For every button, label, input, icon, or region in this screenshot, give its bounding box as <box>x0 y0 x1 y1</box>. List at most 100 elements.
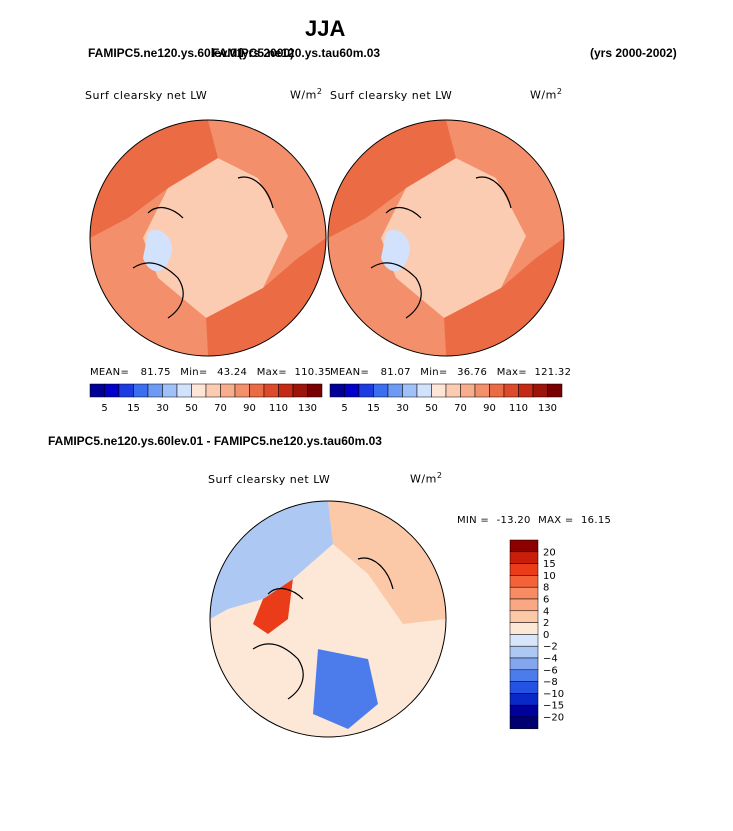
panel2-min-label: Min= <box>420 367 448 378</box>
colorbar-swatch <box>509 539 539 553</box>
season-title: JJA <box>305 16 346 41</box>
map-panel-2 <box>327 119 565 357</box>
colorbar-swatch <box>278 383 294 398</box>
region-canada <box>90 120 218 238</box>
colorbar-swatch <box>344 383 360 398</box>
map-border <box>327 119 565 357</box>
colorbar-tick-label: 0 <box>543 630 549 641</box>
diff-units: W/m2 <box>410 471 442 486</box>
colorbar-swatch <box>489 383 505 398</box>
colorbar-swatch <box>532 383 548 398</box>
colorbar-swatch <box>509 586 539 600</box>
panel2-units-base: W/m <box>530 88 557 102</box>
colorbar-tick-label: 90 <box>483 403 496 414</box>
region-north-pacific <box>446 120 564 238</box>
panel2-units: W/m2 <box>530 87 562 102</box>
colorbar-swatch <box>416 383 432 398</box>
panel2-max: 121.32 <box>534 367 572 378</box>
colorbar-swatch <box>205 383 221 398</box>
colorbar-tick-label: 50 <box>425 403 438 414</box>
colorbar-swatch <box>509 575 539 588</box>
panel2-min: 36.76 <box>457 367 488 378</box>
diff-stats: MIN = -13.20 MAX = 16.15 <box>457 515 611 526</box>
diff-units-base: W/m <box>410 472 437 486</box>
panel1-field-title: Surf clearsky net LW <box>85 89 208 102</box>
colorbar-tick-label: 50 <box>185 403 198 414</box>
colorbar-swatch <box>474 383 490 398</box>
colorbar-tick-label: 15 <box>367 403 380 414</box>
colorbar-swatch <box>89 383 105 398</box>
colorbar-swatch <box>387 383 403 398</box>
region-north-atlantic <box>210 501 333 619</box>
colorbar-tick-label: 2 <box>543 618 549 629</box>
colorbar-swatch <box>509 645 539 659</box>
diff-field-title: Surf clearsky net LW <box>208 473 331 486</box>
colorbar-tick-label: 15 <box>127 403 140 414</box>
region-greenland <box>143 229 172 272</box>
colorbar-swatch <box>509 563 539 576</box>
colorbar-swatch <box>191 383 207 398</box>
colorbar-tick-label: 15 <box>543 559 556 570</box>
right-years: (yrs 2000-2002) <box>590 46 677 60</box>
colorbar-panel-1: 5 15 30 50 70 90 110 130 <box>89 383 323 414</box>
colorbar-swatch <box>147 383 163 398</box>
region-canada <box>328 120 456 238</box>
map-panel-diff <box>209 500 447 738</box>
colorbar-tick-label: 110 <box>509 403 528 414</box>
colorbar-swatch <box>509 610 539 623</box>
region-north-atlantic <box>356 278 446 356</box>
panel2-units-exp: 2 <box>556 87 563 96</box>
colorbar-swatch <box>220 383 236 398</box>
colorbar-swatch <box>402 383 418 398</box>
region-siberia <box>328 501 446 624</box>
panel2-max-label: Max= <box>496 367 527 378</box>
colorbar-swatch <box>509 598 539 612</box>
map-panel-1 <box>89 119 327 357</box>
colorbar-tick-label: 8 <box>543 583 549 594</box>
colorbar-tick-label: −10 <box>543 689 564 700</box>
panel1-units-exp: 2 <box>316 87 323 96</box>
colorbar-tick-label: 70 <box>454 403 467 414</box>
colorbar-swatch <box>509 622 539 635</box>
colorbar-swatch <box>234 383 250 398</box>
left-years: (yrs 2000) <box>238 46 295 60</box>
colorbar-tick-label: −4 <box>543 654 558 665</box>
colorbar-swatch <box>509 669 539 682</box>
colorbar-swatch <box>509 681 539 694</box>
colorbar-swatch <box>509 657 539 671</box>
region-siberia <box>444 238 564 356</box>
colorbar-swatch <box>445 383 461 398</box>
colorbar-tick-label: −15 <box>543 701 564 712</box>
coastline <box>252 557 394 700</box>
diff-min: -13.20 <box>496 515 531 526</box>
map-border <box>209 500 447 738</box>
colorbar-tick-label: 6 <box>543 595 549 606</box>
colorbar-tick-label: 110 <box>269 403 288 414</box>
colorbar-swatch <box>431 383 447 398</box>
colorbar-swatch <box>509 704 539 718</box>
panel1-max: 110.35 <box>294 367 332 378</box>
colorbar-tick-label: 30 <box>156 403 169 414</box>
diff-title: FAMIPC5.ne120.ys.60lev.01 - FAMIPC5.ne12… <box>48 434 382 448</box>
colorbar-tick-label: 90 <box>243 403 256 414</box>
colorbar-swatch <box>162 383 178 398</box>
panel1-min-label: Min= <box>180 367 208 378</box>
region-siberia <box>206 238 326 356</box>
colorbar-tick-label: −8 <box>543 677 558 688</box>
diff-max-label: MAX = <box>538 515 574 526</box>
colorbar-swatch <box>373 383 389 398</box>
map-border <box>89 119 327 357</box>
colorbar-tick-label: −6 <box>543 665 558 676</box>
diff-units-exp: 2 <box>436 471 443 480</box>
panel1-min: 43.24 <box>217 367 248 378</box>
region-barents-kara <box>313 649 378 729</box>
colorbar-swatch <box>518 383 534 398</box>
diff-max: 16.15 <box>581 515 612 526</box>
panel1-mean: 81.75 <box>140 367 171 378</box>
colorbar-panel-2: 5 15 30 50 70 90 110 130 <box>329 383 563 414</box>
colorbar-swatch <box>509 634 539 647</box>
colorbar-swatch <box>329 383 345 398</box>
colorbar-swatch <box>547 383 563 398</box>
region-north-atlantic <box>118 278 208 356</box>
right-case-title: FAMIPC5.ne120.ys.tau60m.03 <box>212 46 381 60</box>
